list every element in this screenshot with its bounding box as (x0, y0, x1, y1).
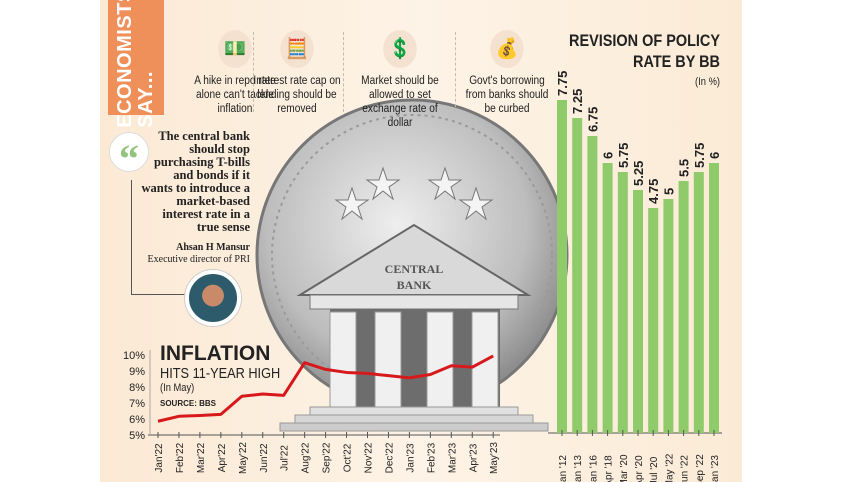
inflation-x-label: Sep'22 (322, 442, 333, 473)
economists-say-tab: ECONOMISTS SAY... (108, 0, 164, 127)
inflation-x-label: Apr'22 (217, 443, 228, 472)
bar-chart-title: REVISION OF POLICY RATE BY BB (569, 31, 720, 71)
quote-icon: “ (109, 132, 149, 181)
bar-category-label: Jan '13 (573, 455, 584, 482)
bar-category-label: Sep '22 (695, 454, 706, 482)
divider (253, 32, 254, 112)
bar (693, 172, 704, 433)
building-lettering: BANK (397, 278, 432, 292)
star-icon (334, 186, 370, 221)
bar (709, 163, 719, 433)
point-exchange-rate: 💲 Market should be allowed to set exchang… (352, 30, 449, 130)
building-lettering: CENTRAL (385, 262, 444, 276)
bar-value-label: 5.5 (677, 159, 692, 177)
inflation-y-tick: 5% (129, 430, 145, 442)
quote-author: Ahsan H Mansur Executive director of PRI (118, 242, 250, 266)
inflation-line (157, 354, 494, 423)
point-repo-rate: 💵 A hike in repo rate alone can't tackle … (191, 30, 279, 116)
bar-value-label: 6 (707, 152, 722, 159)
author-role: Executive director of PRI (147, 254, 250, 265)
inflation-subtitle: HITS 11-YEAR HIGH (160, 365, 281, 382)
bar-value-label: 7.75 (555, 71, 570, 96)
inflation-x-label: Jan'23 (405, 443, 416, 473)
bar (557, 100, 567, 433)
divider (455, 32, 456, 112)
bar (633, 190, 643, 433)
inflation-x-label: Nov'22 (364, 442, 375, 473)
quote-text: The central bank should stop purchasing … (141, 129, 250, 234)
bar-value-label: 4.75 (646, 179, 661, 204)
bar-value-label: 5 (661, 188, 676, 195)
star-icon (427, 166, 463, 201)
point-text: Interest rate cap on lending should be r… (253, 75, 341, 115)
money-bag-hand-icon: 💰 (490, 30, 524, 68)
bar-value-label: 5.75 (692, 143, 707, 168)
inflation-x-label: Jul'22 (280, 445, 291, 471)
star-icon (365, 166, 401, 201)
point-text: Market should be allowed to set exchange… (361, 75, 439, 129)
bar-category-label: Jun '22 (680, 455, 691, 482)
bar-value-label: 5.75 (616, 143, 631, 168)
inflation-x-label: Feb'22 (175, 442, 186, 473)
bar-value-label: 6 (601, 152, 616, 159)
bar-category-label: Jan '23 (710, 455, 721, 482)
inflation-x-label: Jan'22 (154, 443, 165, 473)
column (329, 311, 357, 408)
inflation-x-label: May'22 (238, 442, 249, 474)
calculator-icon: 🧮 (280, 30, 314, 68)
bar (678, 181, 689, 433)
inflation-x-label: Feb'23 (426, 442, 437, 473)
inflation-y-tick: 9% (129, 366, 145, 378)
point-text: A hike in repo rate alone can't tackle i… (194, 75, 276, 115)
bar (617, 172, 628, 433)
bar-value-label: 7.25 (570, 89, 585, 114)
point-text: Govt's borrowing from banks should be cu… (465, 75, 549, 115)
bar-value-label: 6.75 (585, 107, 600, 132)
point-rate-cap: 🧮 Interest rate cap on lending should be … (253, 30, 341, 116)
bar (602, 163, 613, 433)
inflation-header: INFLATION HITS 11-YEAR HIGH (In May) SOU… (160, 343, 301, 409)
quote-block: The central bank should stop purchasing … (118, 130, 250, 266)
inflation-x-label: Mar'22 (196, 442, 207, 473)
divider (343, 32, 344, 112)
inflation-note: (In May) (160, 382, 195, 394)
bar-category-label: Jul '20 (649, 456, 660, 482)
avatar (185, 270, 241, 326)
bar (648, 208, 659, 433)
inflation-y-tick: 8% (129, 382, 145, 394)
bar-chart-unit: (In %) (695, 76, 720, 88)
connector-line (131, 180, 191, 295)
bar-category-label: Jan '12 (558, 455, 569, 482)
bar-category-label: Jan '16 (588, 455, 599, 482)
inflation-y-tick: 7% (129, 398, 145, 410)
dollar-bill-icon: 💲 (383, 30, 417, 68)
inflation-x-label: Dec'22 (384, 442, 395, 473)
money-arrow-up-icon: 💵 (218, 30, 252, 68)
bar-value-label: 5.25 (631, 161, 646, 186)
inflation-y-tick: 10% (123, 350, 145, 362)
bar-category-label: May '22 (664, 453, 675, 482)
inflation-x-label: Jun'22 (259, 443, 270, 473)
inflation-x-label: Aug'22 (301, 442, 312, 473)
inflation-y-tick: 6% (129, 414, 145, 426)
author-name: Ahsan H Mansur (176, 242, 250, 253)
inflation-source: SOURCE: BBS (160, 399, 217, 408)
point-govt-borrowing: 💰 Govt's borrowing from banks should be c… (463, 30, 551, 116)
bar (587, 136, 598, 433)
inflation-title: INFLATION (160, 342, 271, 365)
bar (663, 199, 674, 433)
bar-category-label: Apr '20 (634, 455, 645, 482)
inflation-x-label: May'23 (489, 442, 500, 474)
inflation-x-label: Oct'22 (343, 443, 354, 472)
bar-category-label: Apr '18 (604, 455, 615, 482)
star-icon (458, 186, 494, 221)
inflation-x-label: Apr'23 (468, 443, 479, 472)
inflation-x-label: Mar'23 (447, 442, 458, 473)
bar-category-label: Mar '20 (619, 454, 630, 482)
bar (572, 118, 583, 433)
